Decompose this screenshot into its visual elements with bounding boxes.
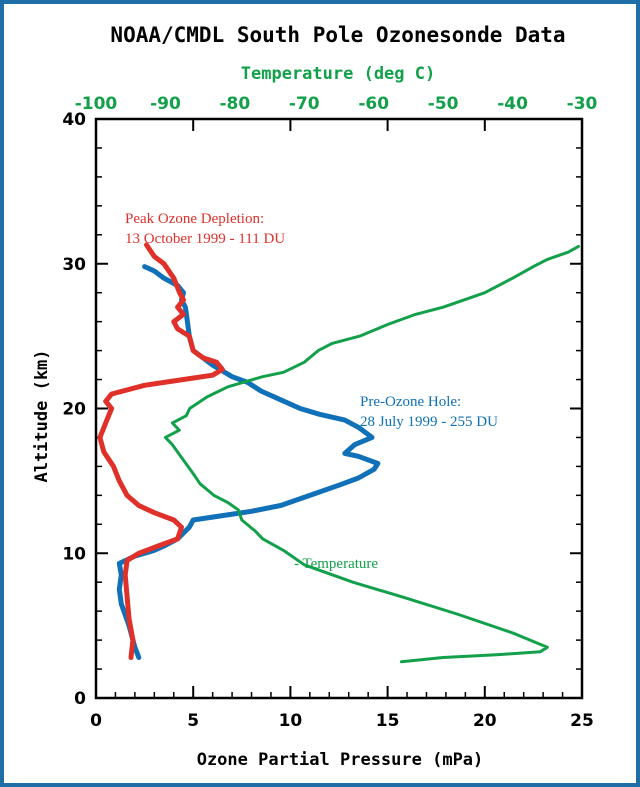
y-tick-label: 10 [62,544,86,564]
top-tick-label: -30 [567,94,598,114]
x-tick-label: 15 [376,711,400,731]
y-axis-label: Altitude (km) [32,349,52,482]
x-axis-label: Ozone Partial Pressure (mPa) [197,750,484,770]
chart-title: NOAA/CMDL South Pole Ozonesonde Data [110,23,565,47]
x-tick-label: 10 [279,711,303,731]
top-tick-label: -50 [428,94,459,114]
y-tick-label: 30 [62,255,86,275]
depletion-profile-line [97,242,225,660]
top-axis-label: Temperature (deg C) [241,64,435,84]
ozonesonde-chart: NOAA/CMDL South Pole Ozonesonde Data Tem… [32,23,598,770]
x-tick-label: 0 [90,711,102,731]
top-tick-label: -40 [497,94,528,114]
depletion-label: Peak Ozone Depletion: [125,211,264,227]
x-tick-label: 5 [187,711,199,731]
plot-area [94,117,584,700]
top-tick-label: -60 [358,94,389,114]
top-tick-label: -70 [289,94,320,114]
depletion-label: 13 October 1999 - 111 DU [125,231,285,247]
top-tick-label: -90 [150,94,181,114]
y-tick-label: 0 [74,689,86,709]
y-tick-label: 20 [62,400,86,420]
x-tick-label: 20 [473,711,497,731]
chart-frame: NOAA/CMDL South Pole Ozonesonde Data Tem… [4,4,636,783]
pre-hole-label: 28 July 1999 - 255 DU [360,414,498,430]
pre-hole-profile-line [116,264,381,660]
top-tick-label: -100 [75,94,118,114]
temperature-label: - Temperature [294,556,378,572]
x-tick-label: 25 [570,711,594,731]
temperature-profile-line [163,244,580,664]
pre-hole-label: Pre-Ozone Hole: [360,394,461,410]
y-tick-label: 40 [62,110,86,130]
top-tick-label: -80 [219,94,250,114]
